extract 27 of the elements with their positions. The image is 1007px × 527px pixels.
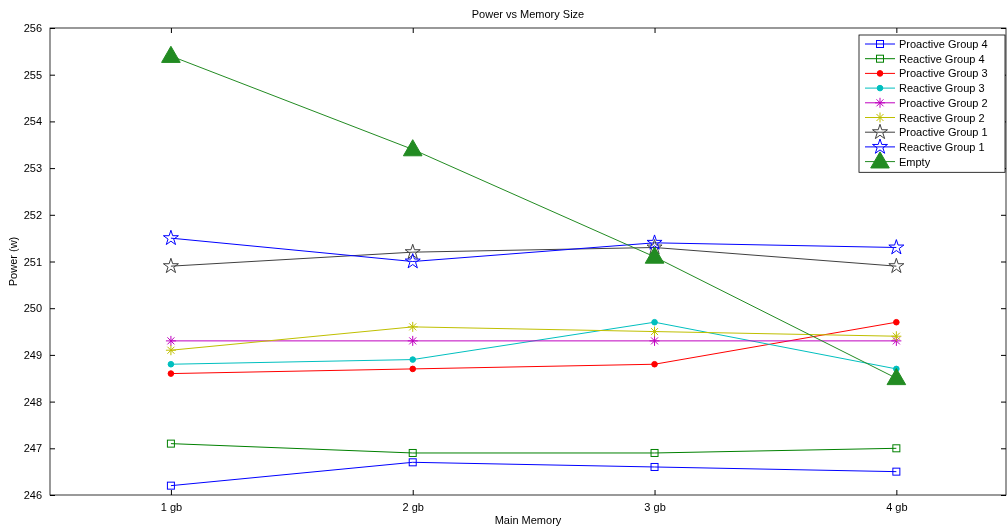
legend-label: Proactive Group 3 [899,67,988,80]
y-axis-title: Power (w) [7,236,19,287]
chart-title: Power vs Memory Size [471,8,585,20]
x-tick-label: 4 gb [886,500,908,513]
x-tick-label: 2 gb [402,500,424,513]
legend-label: Proactive Group 2 [899,96,988,109]
legend-label: Proactive Group 4 [899,38,988,50]
y-tick-label: 250 [23,302,42,315]
y-tick-label: 246 [23,489,42,502]
legend-label: Reactive Group 3 [899,82,985,95]
y-tick-label: 254 [23,115,42,128]
legend-label: Reactive Group 2 [899,111,985,124]
y-tick-label: 247 [23,442,42,455]
y-tick-label: 249 [23,348,42,361]
legend-label: Empty [899,155,931,168]
y-tick-label: 248 [23,395,42,408]
x-tick-label: 3 gb [644,500,666,513]
legend-label: Proactive Group 1 [899,126,988,139]
y-tick-label: 251 [23,255,42,268]
y-tick-label: 255 [23,68,42,81]
x-tick-label: 1 gb [160,500,183,513]
y-tick-label: 252 [23,208,42,221]
x-axis-title: Main Memory [494,514,562,526]
legend-label: Reactive Group 4 [899,52,985,65]
y-tick-label: 253 [23,162,42,175]
legend-label: Reactive Group 1 [899,140,985,153]
y-tick-label: 256 [23,22,42,35]
